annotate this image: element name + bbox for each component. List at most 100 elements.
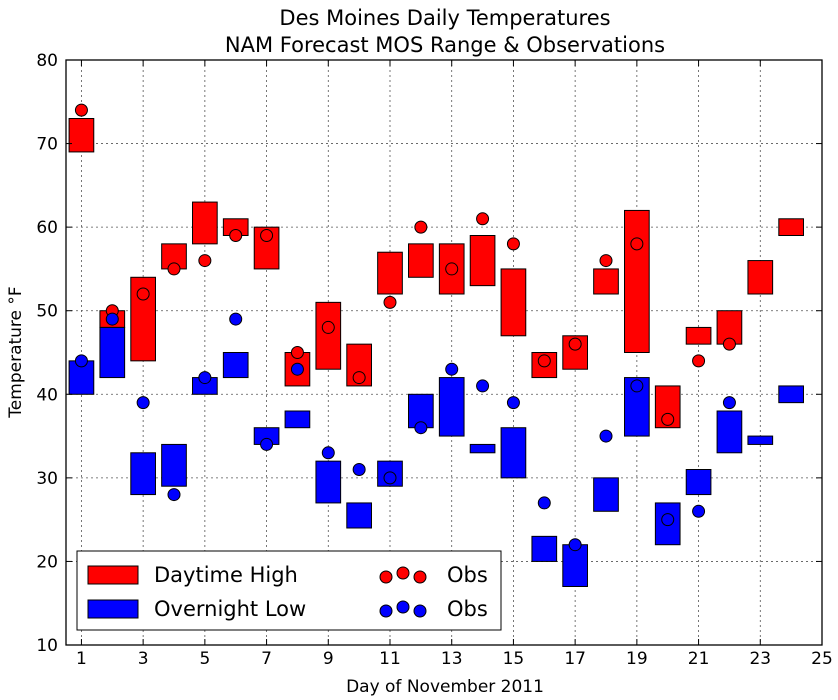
- low-obs-point: [383, 471, 397, 485]
- high-range-bar: [192, 201, 218, 245]
- x-tick-label: 5: [199, 649, 210, 669]
- high-range-bar: [778, 218, 804, 237]
- x-tick-label: 3: [138, 649, 149, 669]
- legend-low-obs-label: Obs: [447, 597, 488, 621]
- y-ticks: 10 20 30 40 50 60 70 80: [36, 51, 822, 656]
- low-obs-point: [506, 396, 520, 410]
- low-range-bar: [161, 443, 187, 487]
- low-obs-point: [352, 463, 366, 476]
- low-range-bar: [716, 410, 743, 454]
- legend-high-obs-label: Obs: [447, 563, 488, 587]
- low-range-bar: [531, 535, 558, 562]
- high-obs-point: [568, 337, 582, 351]
- low-obs-point: [476, 379, 490, 393]
- legend-high-label: Daytime High: [154, 563, 298, 587]
- high-obs-point: [229, 229, 243, 242]
- low-obs-point: [661, 513, 675, 527]
- high-obs-point: [692, 354, 706, 368]
- low-range-bar: [438, 377, 465, 437]
- low-range-bar: [685, 469, 712, 496]
- low-obs-point: [568, 538, 582, 552]
- y-tick-label: 80: [36, 51, 58, 71]
- low-obs-point: [260, 437, 274, 451]
- high-range-bar: [747, 260, 774, 295]
- y-tick-label: 70: [36, 135, 58, 155]
- x-tick-label: 25: [811, 649, 833, 669]
- high-obs-point: [290, 346, 304, 359]
- high-range-bars: [68, 118, 804, 429]
- high-obs-point: [476, 212, 490, 226]
- high-range-bar: [593, 268, 619, 295]
- y-tick-label: 60: [36, 218, 58, 238]
- legend: Daytime High Overnight Low Obs Obs: [76, 550, 502, 631]
- low-obs-point: [105, 312, 119, 326]
- x-tick-label: 19: [626, 649, 648, 669]
- y-tick-label: 50: [36, 302, 58, 322]
- legend-frame: [76, 550, 502, 631]
- chart-title: Des Moines Daily Temperatures: [279, 6, 610, 30]
- high-obs-point: [599, 254, 613, 268]
- high-obs-point: [661, 412, 675, 426]
- x-tick-label: 13: [441, 649, 463, 669]
- low-obs-point: [630, 379, 644, 393]
- legend-low-obs-marker: [396, 600, 410, 614]
- x-ticks: 1 3 5 7 9 11 13 15 17 19 21 23 25: [76, 60, 833, 669]
- low-obs-point: [599, 429, 613, 443]
- legend-high-obs-marker: [413, 570, 427, 584]
- high-range-bar: [469, 235, 496, 287]
- low-obs-point: [74, 354, 88, 368]
- high-obs-point: [260, 229, 274, 242]
- high-obs-point: [74, 103, 88, 117]
- y-tick-label: 40: [36, 385, 58, 405]
- high-obs-point: [167, 262, 181, 276]
- x-tick-label: 21: [688, 649, 710, 669]
- y-tick-label: 20: [36, 552, 58, 572]
- high-range-bar: [408, 243, 434, 278]
- y-axis-label: Temperature °F: [6, 286, 26, 418]
- low-obs-point: [198, 371, 212, 385]
- low-range-bar: [315, 460, 342, 504]
- low-obs-point: [167, 488, 181, 502]
- high-obs-point: [414, 220, 428, 234]
- low-obs-point: [537, 496, 551, 510]
- low-range-bar: [778, 385, 804, 404]
- legend-low-label: Overnight Low: [154, 597, 306, 621]
- low-range-bar: [284, 410, 311, 429]
- low-obs-point: [229, 312, 243, 326]
- high-obs-point: [321, 320, 335, 334]
- low-obs-point: [136, 396, 150, 410]
- low-observations: [74, 312, 736, 552]
- legend-low-obs-marker: [379, 604, 393, 618]
- high-obs-point: [352, 371, 366, 385]
- high-obs-point: [198, 254, 212, 268]
- high-range-bar: [685, 326, 712, 345]
- high-obs-point: [383, 295, 397, 309]
- low-obs-point: [445, 362, 459, 376]
- y-tick-label: 30: [36, 469, 58, 489]
- low-range-bar: [747, 435, 774, 445]
- x-tick-label: 15: [503, 649, 525, 669]
- low-range-bar: [562, 544, 588, 588]
- plot-frame: [65, 59, 823, 646]
- high-observations: [74, 103, 736, 426]
- high-obs-point: [445, 262, 459, 276]
- high-range-bar: [624, 209, 650, 353]
- low-range-bar: [500, 427, 527, 479]
- low-range-bar: [346, 502, 372, 529]
- y-tick-label: 10: [36, 636, 58, 656]
- low-range-bars: [68, 326, 804, 588]
- low-obs-point: [321, 446, 335, 460]
- legend-low-obs-marker: [413, 604, 427, 618]
- legend-high-obs-marker: [379, 570, 393, 584]
- high-obs-point: [537, 354, 551, 368]
- high-range-bar: [377, 251, 403, 295]
- high-range-bar: [315, 301, 342, 370]
- high-obs-point: [506, 237, 520, 251]
- legend-low-swatch: [87, 599, 139, 619]
- high-obs-point: [722, 337, 736, 351]
- high-obs-point: [136, 287, 150, 301]
- x-tick-label: 23: [749, 649, 771, 669]
- low-range-bar: [469, 443, 496, 454]
- x-tick-label: 1: [76, 649, 87, 669]
